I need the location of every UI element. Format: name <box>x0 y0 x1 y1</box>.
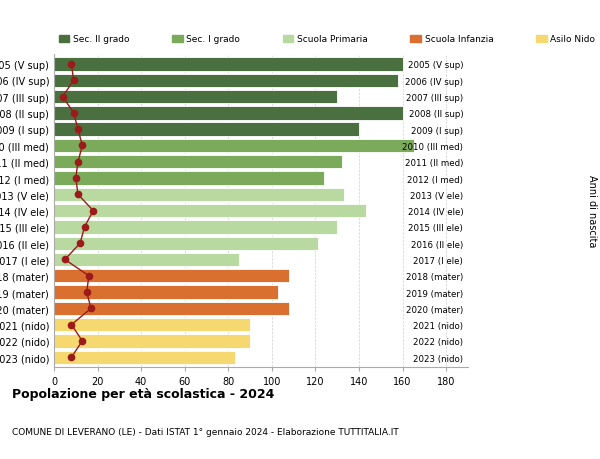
Bar <box>54 237 317 250</box>
Bar <box>54 302 289 315</box>
Bar <box>54 269 289 283</box>
Bar <box>54 253 239 267</box>
Bar <box>54 140 413 153</box>
Bar <box>54 335 250 348</box>
Bar <box>54 221 337 234</box>
Bar <box>54 91 337 104</box>
Legend: Sec. II grado, Sec. I grado, Scuola Primaria, Scuola Infanzia, Asilo Nido, Stran: Sec. II grado, Sec. I grado, Scuola Prim… <box>59 35 600 45</box>
Text: Anni di nascita: Anni di nascita <box>587 175 597 247</box>
Bar <box>54 188 344 202</box>
Bar <box>54 123 359 136</box>
Bar <box>54 74 398 88</box>
Bar <box>54 351 235 364</box>
Text: Popolazione per età scolastica - 2024: Popolazione per età scolastica - 2024 <box>12 387 274 400</box>
Bar <box>54 172 324 185</box>
Bar <box>54 318 250 331</box>
Bar <box>54 286 278 299</box>
Bar <box>54 204 365 218</box>
Bar <box>54 156 341 169</box>
Bar <box>54 107 403 120</box>
Text: COMUNE DI LEVERANO (LE) - Dati ISTAT 1° gennaio 2024 - Elaborazione TUTTITALIA.I: COMUNE DI LEVERANO (LE) - Dati ISTAT 1° … <box>12 427 399 436</box>
Bar <box>54 58 403 72</box>
